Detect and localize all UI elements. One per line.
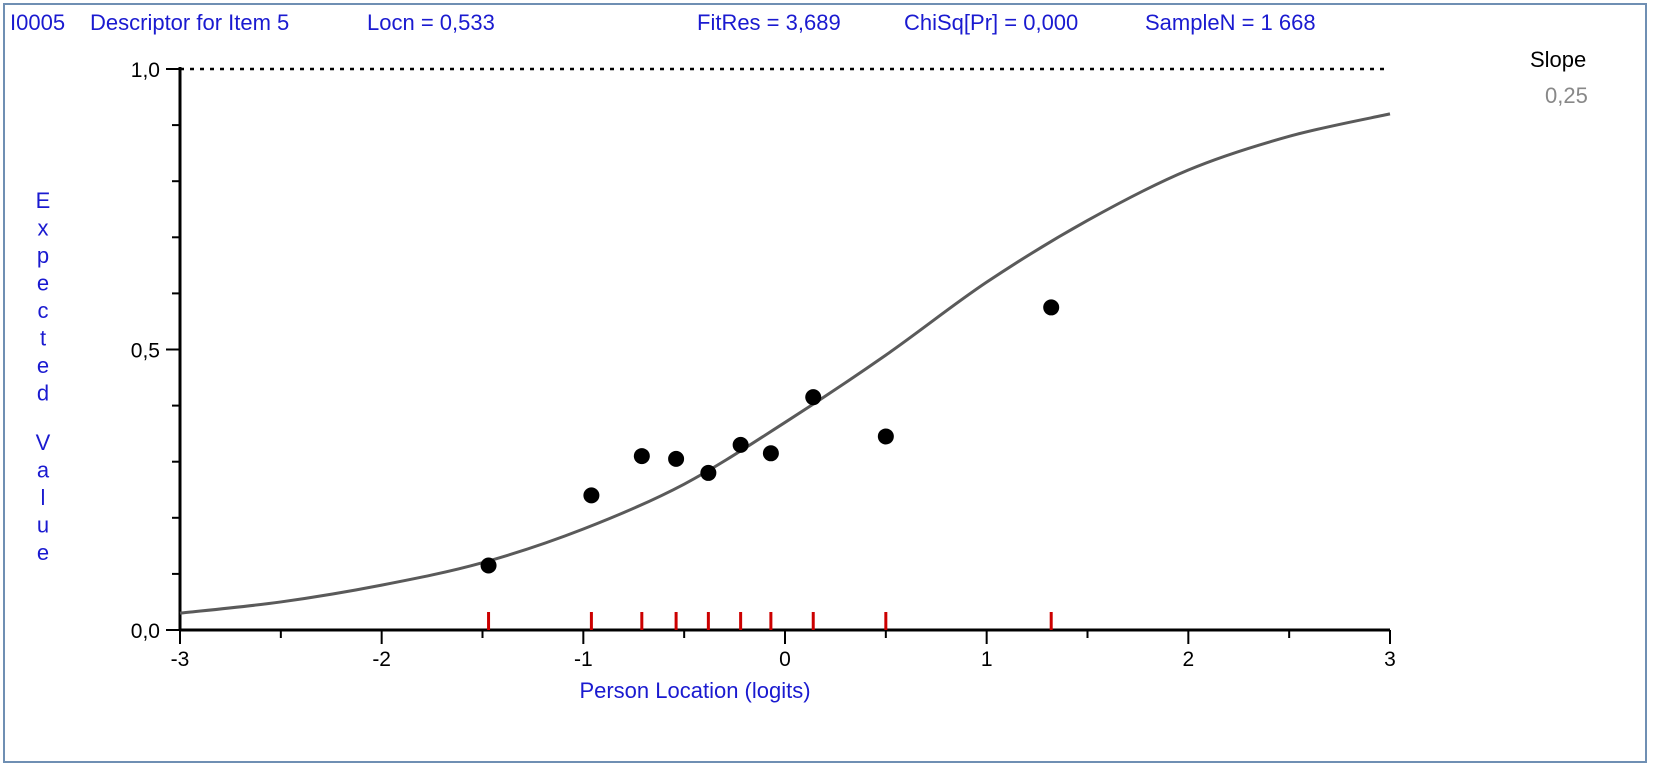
axis-labels: 0,0 0,5 1,0 -3 -2 -1 0 1 2 3 Person Location (logi… [36, 59, 1396, 703]
observed-point [1043, 299, 1060, 316]
chart-frame [3, 3, 1647, 763]
x-tick-label: -2 [372, 648, 391, 671]
item-id: I0005 [10, 10, 66, 35]
item-descriptor: Descriptor for Item 5 [90, 10, 290, 35]
fitres-stat: FitRes = 3,689 [697, 10, 841, 35]
y-axis-title-letter: t [40, 326, 46, 351]
y-tick-label: 0,5 [131, 340, 160, 363]
observed-point [805, 389, 822, 406]
axes [166, 67, 1391, 644]
expected-value-curve [179, 112, 1391, 615]
x-tick-label: 3 [1384, 648, 1396, 671]
chisq-stat: ChiSq[Pr] = 0,000 [904, 10, 1079, 35]
observed-point [700, 464, 717, 481]
observed-point [668, 450, 685, 467]
x-tick-label: 2 [1182, 648, 1194, 671]
x-tick-label: 0 [779, 648, 791, 671]
observed-point [633, 448, 650, 465]
x-tick-label: -1 [574, 648, 593, 671]
x-tick-label: 1 [981, 648, 993, 671]
y-axis-title-letter: l [41, 485, 46, 510]
observed-point [732, 436, 749, 453]
y-tick-label: 0,0 [131, 620, 160, 643]
samplen-stat: SampleN = 1 668 [1145, 10, 1316, 35]
observed-point [877, 428, 894, 445]
x-tick-label: -3 [171, 648, 190, 671]
observed-point [762, 445, 779, 462]
y-axis-title-letter: c [38, 298, 49, 323]
y-tick-label: 1,0 [131, 59, 160, 82]
y-axis-title-letter: x [38, 216, 49, 241]
slope-value: 0,25 [1545, 83, 1588, 108]
x-axis-title: Person Location (logits) [579, 678, 810, 703]
observed-point [480, 557, 497, 574]
y-axis-title-letter: e [37, 271, 49, 296]
y-axis-title-letter: e [37, 540, 49, 565]
y-axis-title-letter: u [37, 513, 49, 538]
chart-marks [179, 112, 1391, 630]
locn-stat: Locn = 0,533 [367, 10, 495, 35]
y-axis-title-letter: a [37, 458, 50, 483]
observed-point [583, 487, 600, 504]
y-axis-title-letter: V [36, 430, 51, 455]
y-axis-title-letter: e [37, 353, 49, 378]
y-axis-title-letter: d [37, 381, 49, 406]
y-axis-title-letter: p [37, 243, 49, 268]
slope-label: Slope [1530, 47, 1587, 72]
y-axis-title-letter: E [36, 188, 51, 213]
